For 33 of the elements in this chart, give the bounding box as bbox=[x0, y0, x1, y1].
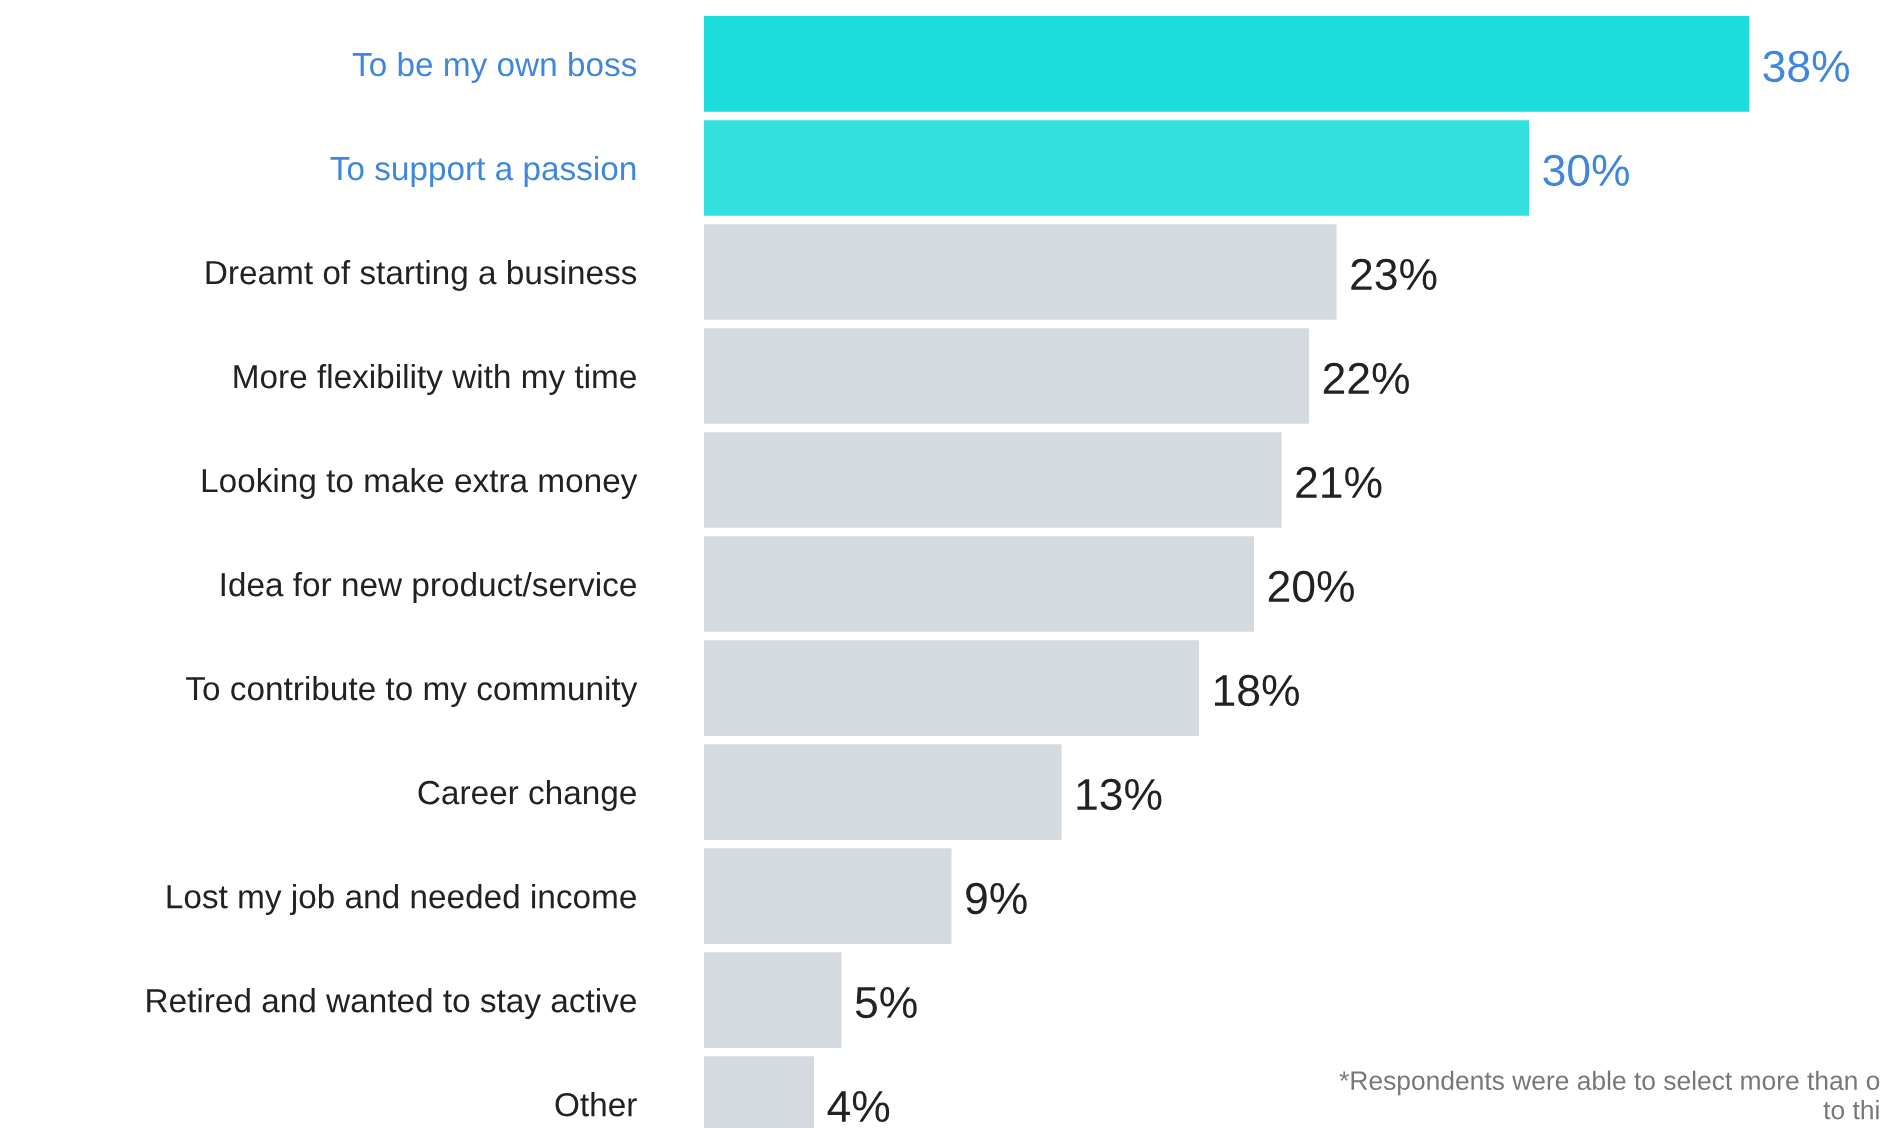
data-label: 4% bbox=[827, 1090, 890, 1123]
y-tick-label: Idea for new product/service bbox=[221, 571, 636, 604]
bar bbox=[704, 536, 1255, 632]
data-label: 21% bbox=[1296, 466, 1382, 499]
bar bbox=[704, 952, 842, 1048]
bar bbox=[704, 744, 1062, 840]
bar bbox=[704, 640, 1200, 736]
y-tick-label: To contribute to my community bbox=[186, 675, 638, 708]
data-label: 20% bbox=[1268, 570, 1354, 603]
data-label: 23% bbox=[1351, 258, 1437, 291]
bar bbox=[704, 16, 1750, 112]
bar bbox=[704, 848, 952, 944]
y-tick-label: Retired and wanted to stay active bbox=[147, 987, 636, 1020]
bar bbox=[704, 120, 1530, 216]
y-tick-label: To support a passion bbox=[330, 155, 636, 187]
y-tick-label: Career change bbox=[418, 779, 636, 812]
bar bbox=[704, 432, 1282, 528]
y-tick-label: Other bbox=[555, 1092, 637, 1117]
y-tick-label: Lost my job and needed income bbox=[167, 883, 636, 916]
y-tick-label: Dreamt of starting a business bbox=[206, 259, 637, 291]
y-tick-label: More flexibility with my time bbox=[234, 363, 636, 395]
data-label: 38% bbox=[1763, 50, 1850, 83]
y-tick-label: To be my own boss bbox=[352, 51, 637, 83]
data-label: 22% bbox=[1323, 362, 1409, 394]
y-tick-label: Looking to make extra money bbox=[202, 467, 638, 500]
data-label: 18% bbox=[1214, 674, 1299, 707]
data-label: 13% bbox=[1077, 778, 1162, 811]
data-label: 5% bbox=[855, 986, 917, 1019]
data-label: 9% bbox=[966, 882, 1027, 915]
data-label: 30% bbox=[1543, 154, 1629, 187]
bar bbox=[704, 328, 1310, 424]
bar bbox=[704, 224, 1337, 320]
annotation: *Respondents were able to select more than o to thi bbox=[1339, 1070, 1880, 1120]
